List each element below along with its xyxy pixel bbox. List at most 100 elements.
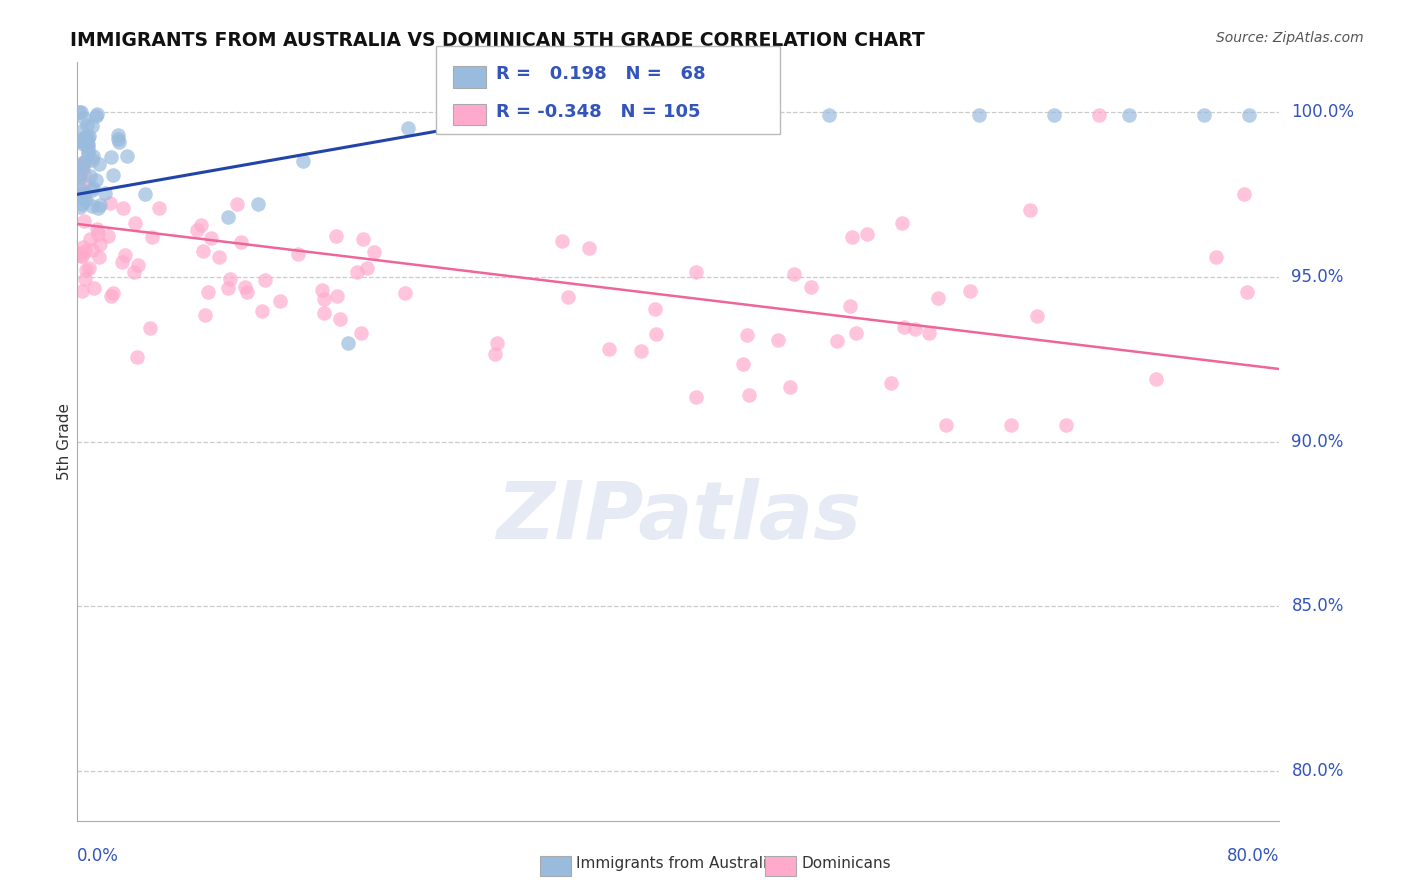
Point [1233,187,1256,202]
Point [79,169,101,183]
Text: 100.0%: 100.0% [1292,103,1354,121]
Point [1236,285,1258,300]
Point [70,134,93,148]
Point [89,237,111,252]
Point [127,258,149,272]
Point [1088,108,1111,122]
Point [845,326,868,341]
Point [67,246,90,260]
Point [735,328,758,343]
Point [107,132,129,146]
Point [72,156,94,170]
Point [891,216,914,230]
Point [246,197,269,211]
Point [75,132,97,146]
Point [839,299,862,313]
Point [551,234,574,248]
Point [107,128,129,143]
Point [363,245,385,260]
Y-axis label: 5th Grade: 5th Grade [56,403,72,480]
Point [148,201,170,215]
Point [197,285,219,299]
Point [578,241,600,255]
Point [72,134,94,148]
Point [329,312,352,326]
Point [84,172,107,186]
Point [855,227,877,242]
Point [72,130,94,145]
Point [685,390,707,404]
Point [73,176,96,190]
Point [644,326,666,341]
Point [112,201,135,215]
Point [82,181,104,195]
Point [935,418,957,433]
Text: ZIPatlas: ZIPatlas [496,478,860,557]
Point [75,263,97,277]
Text: 80.0%: 80.0% [1292,762,1344,780]
Point [69,134,91,148]
Point [96,228,118,243]
Point [77,130,100,145]
Point [1205,250,1227,264]
Point [72,184,94,198]
Point [80,153,103,167]
Point [70,156,93,170]
Point [217,281,239,295]
Point [457,108,479,122]
Point [394,285,416,300]
Point [75,194,97,208]
Point [766,333,789,347]
Point [598,342,620,356]
Point [190,218,212,232]
Point [252,304,274,318]
Point [194,309,217,323]
Point [918,326,941,341]
Point [70,285,93,299]
Text: Dominicans: Dominicans [801,856,891,871]
Point [75,130,97,145]
Point [100,289,122,303]
Point [72,160,94,174]
Point [191,244,214,258]
Point [235,285,257,300]
Point [314,306,336,320]
Point [352,232,374,246]
Point [827,334,849,348]
Point [93,186,115,200]
Point [89,198,111,212]
Point [72,186,94,201]
Text: R = -0.348   N = 105: R = -0.348 N = 105 [496,103,700,121]
Point [592,108,614,122]
Point [325,228,347,243]
Point [72,137,94,152]
Point [235,280,257,294]
Point [1000,418,1022,433]
Point [67,179,90,194]
Point [101,169,124,183]
Point [485,335,508,350]
Point [72,186,94,201]
Point [1043,108,1066,122]
Point [738,388,761,402]
Point [73,214,96,228]
Point [1144,372,1167,386]
Point [69,249,91,263]
Point [87,250,110,264]
Point [817,108,839,122]
Point [1118,108,1140,122]
Point [356,260,378,275]
Point [67,168,90,182]
Point [200,231,222,245]
Point [111,254,134,268]
Point [1025,310,1047,324]
Point [225,197,247,211]
Point [396,121,419,136]
Point [269,293,291,308]
Text: Source: ZipAtlas.com: Source: ZipAtlas.com [1216,31,1364,45]
Point [637,108,659,122]
Point [959,284,981,298]
Point [86,222,108,236]
Point [87,157,110,171]
Point [75,244,97,258]
